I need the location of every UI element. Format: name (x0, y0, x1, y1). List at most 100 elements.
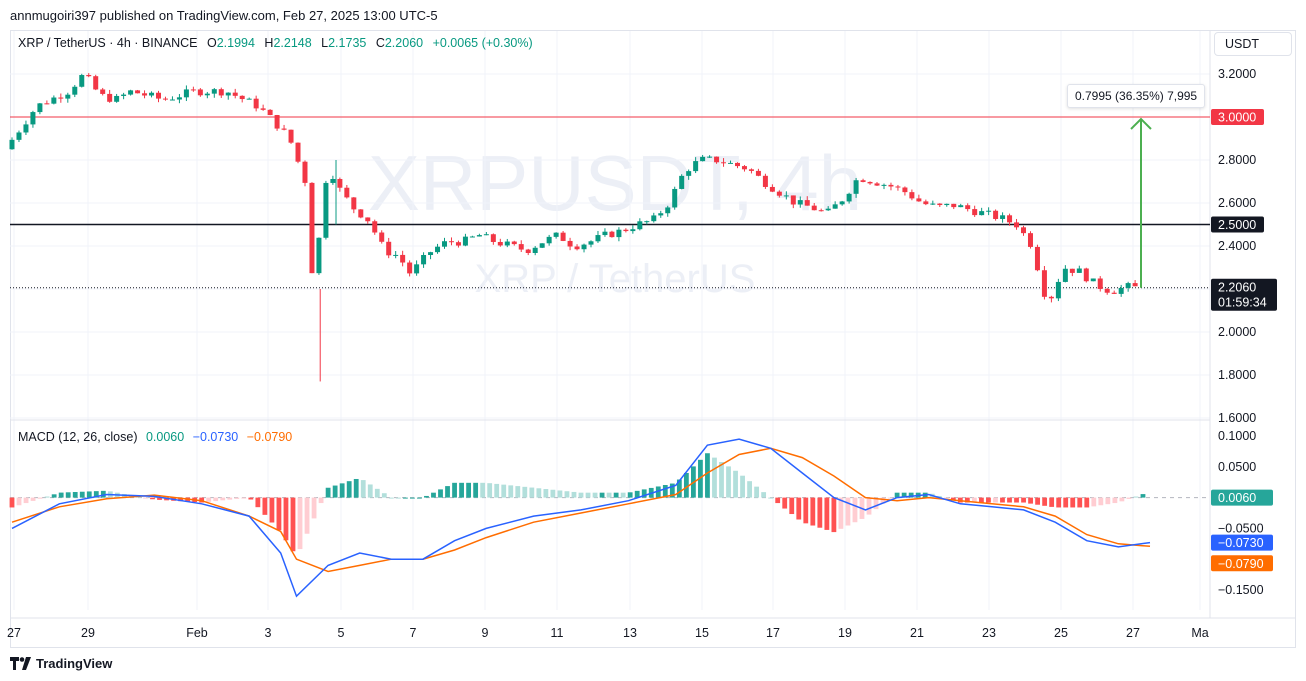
macd-histogram-bar (178, 497, 183, 502)
macd-histogram-bar (705, 453, 710, 498)
candle-down (288, 129, 294, 143)
macd-histogram-bar (592, 492, 598, 498)
macd-histogram-bar (1140, 494, 1146, 498)
candle-up (330, 179, 336, 183)
macd-histogram-bar (789, 497, 795, 515)
macd-histogram-bar (627, 492, 633, 498)
macd-histogram-bar (1042, 497, 1048, 506)
macd-value-tag (1211, 555, 1273, 572)
candle-up (79, 75, 85, 87)
macd-histogram-bar (620, 492, 626, 498)
candle-up (546, 236, 552, 244)
macd-histogram-bar (634, 490, 640, 498)
macd-tick-label: 0.1000 (1218, 429, 1256, 443)
candle-down (274, 115, 280, 129)
macd-histogram-bar (353, 478, 359, 498)
candle-up (121, 94, 127, 96)
macd-histogram-bar (831, 497, 837, 533)
candle-down (734, 162, 740, 167)
high-value: 2.2148 (273, 36, 312, 50)
low-value: 2.1735 (328, 36, 367, 50)
macd-histogram-bar (248, 497, 254, 500)
macd-histogram-bar (276, 497, 282, 531)
candle-down (400, 254, 406, 263)
open-label: O (206, 36, 217, 50)
candle-up (783, 195, 789, 197)
candle-down (58, 97, 64, 99)
macd-histogram-bar (1028, 497, 1033, 504)
candle-up (825, 208, 831, 211)
macd-histogram-bar (374, 488, 380, 498)
macd-histogram-bar (550, 489, 556, 498)
macd-signal-line (11, 447, 1151, 573)
macd-histogram-bar (332, 485, 338, 498)
macd-histogram-bar (1112, 497, 1118, 504)
currency-button[interactable]: USDT (1214, 32, 1292, 56)
candle-down (232, 92, 238, 96)
candle-up (1090, 278, 1096, 282)
macd-histogram-bar (669, 483, 675, 498)
candle-down (253, 98, 259, 109)
macd-histogram-bar (683, 472, 689, 498)
macd-histogram-bar (571, 491, 577, 498)
candle-down (162, 98, 168, 100)
macd-histogram-bar (16, 497, 22, 506)
price-tick-label: 2.6000 (1218, 196, 1256, 210)
tradingview-footer[interactable]: TradingView (10, 656, 112, 673)
macd-histogram-bar (782, 497, 788, 509)
candle-up (1125, 283, 1131, 288)
macd-histogram-bar (157, 497, 162, 500)
macd-histogram-bar (866, 497, 872, 515)
candle-up (37, 103, 43, 113)
macd-tick-label: −0.0500 (1218, 521, 1264, 535)
candle-up (316, 237, 322, 274)
macd-histogram-bar (72, 492, 78, 498)
macd-histogram-bar (950, 497, 956, 501)
candle-down (100, 89, 106, 94)
macd-legend: MACD (12, 26, close) 0.0060 −0.0730 −0.0… (18, 430, 292, 444)
macd-histogram-bar (894, 492, 900, 498)
price-tick-label: 2.4000 (1218, 239, 1256, 253)
candle-up (169, 99, 175, 101)
macd-line-value: −0.0730 (192, 430, 239, 444)
macd-histogram-bar (1063, 497, 1069, 508)
candle-up (421, 255, 427, 265)
macd-histogram-bar (459, 482, 464, 498)
macd-histogram-bar (564, 491, 570, 498)
candle-up (442, 241, 448, 247)
candle-down (407, 262, 413, 274)
macd-histogram-bar (1049, 497, 1055, 507)
macd-histogram-bar (536, 488, 542, 498)
candle-up (128, 90, 134, 95)
candle-down (895, 186, 901, 188)
macd-histogram-bar (1014, 497, 1019, 503)
candle-down (448, 241, 454, 243)
candle-down (769, 186, 775, 192)
time-tick-label: 27 (7, 626, 21, 640)
macd-histogram-bar (557, 490, 563, 498)
macd-histogram-bar (754, 486, 760, 498)
macd-histogram-bar (339, 483, 345, 498)
time-tick-label: 25 (1054, 626, 1068, 640)
change-value: +0.0065 (+0.30%) (432, 36, 533, 50)
macd-histogram-bar (452, 482, 457, 498)
macd-histogram-bar (1000, 497, 1005, 503)
last-price-label: 2.2060 (1218, 281, 1256, 295)
macd-histogram-bar (480, 482, 486, 498)
candle-down (867, 181, 873, 184)
candle-up (839, 201, 845, 205)
macd-value-label: −0.0790 (1218, 557, 1264, 571)
macd-histogram-bar (1105, 497, 1111, 505)
candle-up (602, 231, 608, 236)
candle-down (993, 210, 999, 219)
price-tick-label: 3.2000 (1218, 67, 1256, 81)
candle-up (707, 156, 713, 158)
symbol-label[interactable]: XRP / TetherUS · 4h · BINANCE (18, 36, 198, 50)
candle-down (142, 93, 148, 96)
candle-up (595, 235, 601, 242)
macd-name[interactable]: MACD (12, 26, close) (18, 430, 138, 444)
macd-histogram-bar (325, 487, 331, 498)
macd-histogram-bar (431, 492, 436, 498)
macd-histogram-bar (887, 497, 893, 499)
